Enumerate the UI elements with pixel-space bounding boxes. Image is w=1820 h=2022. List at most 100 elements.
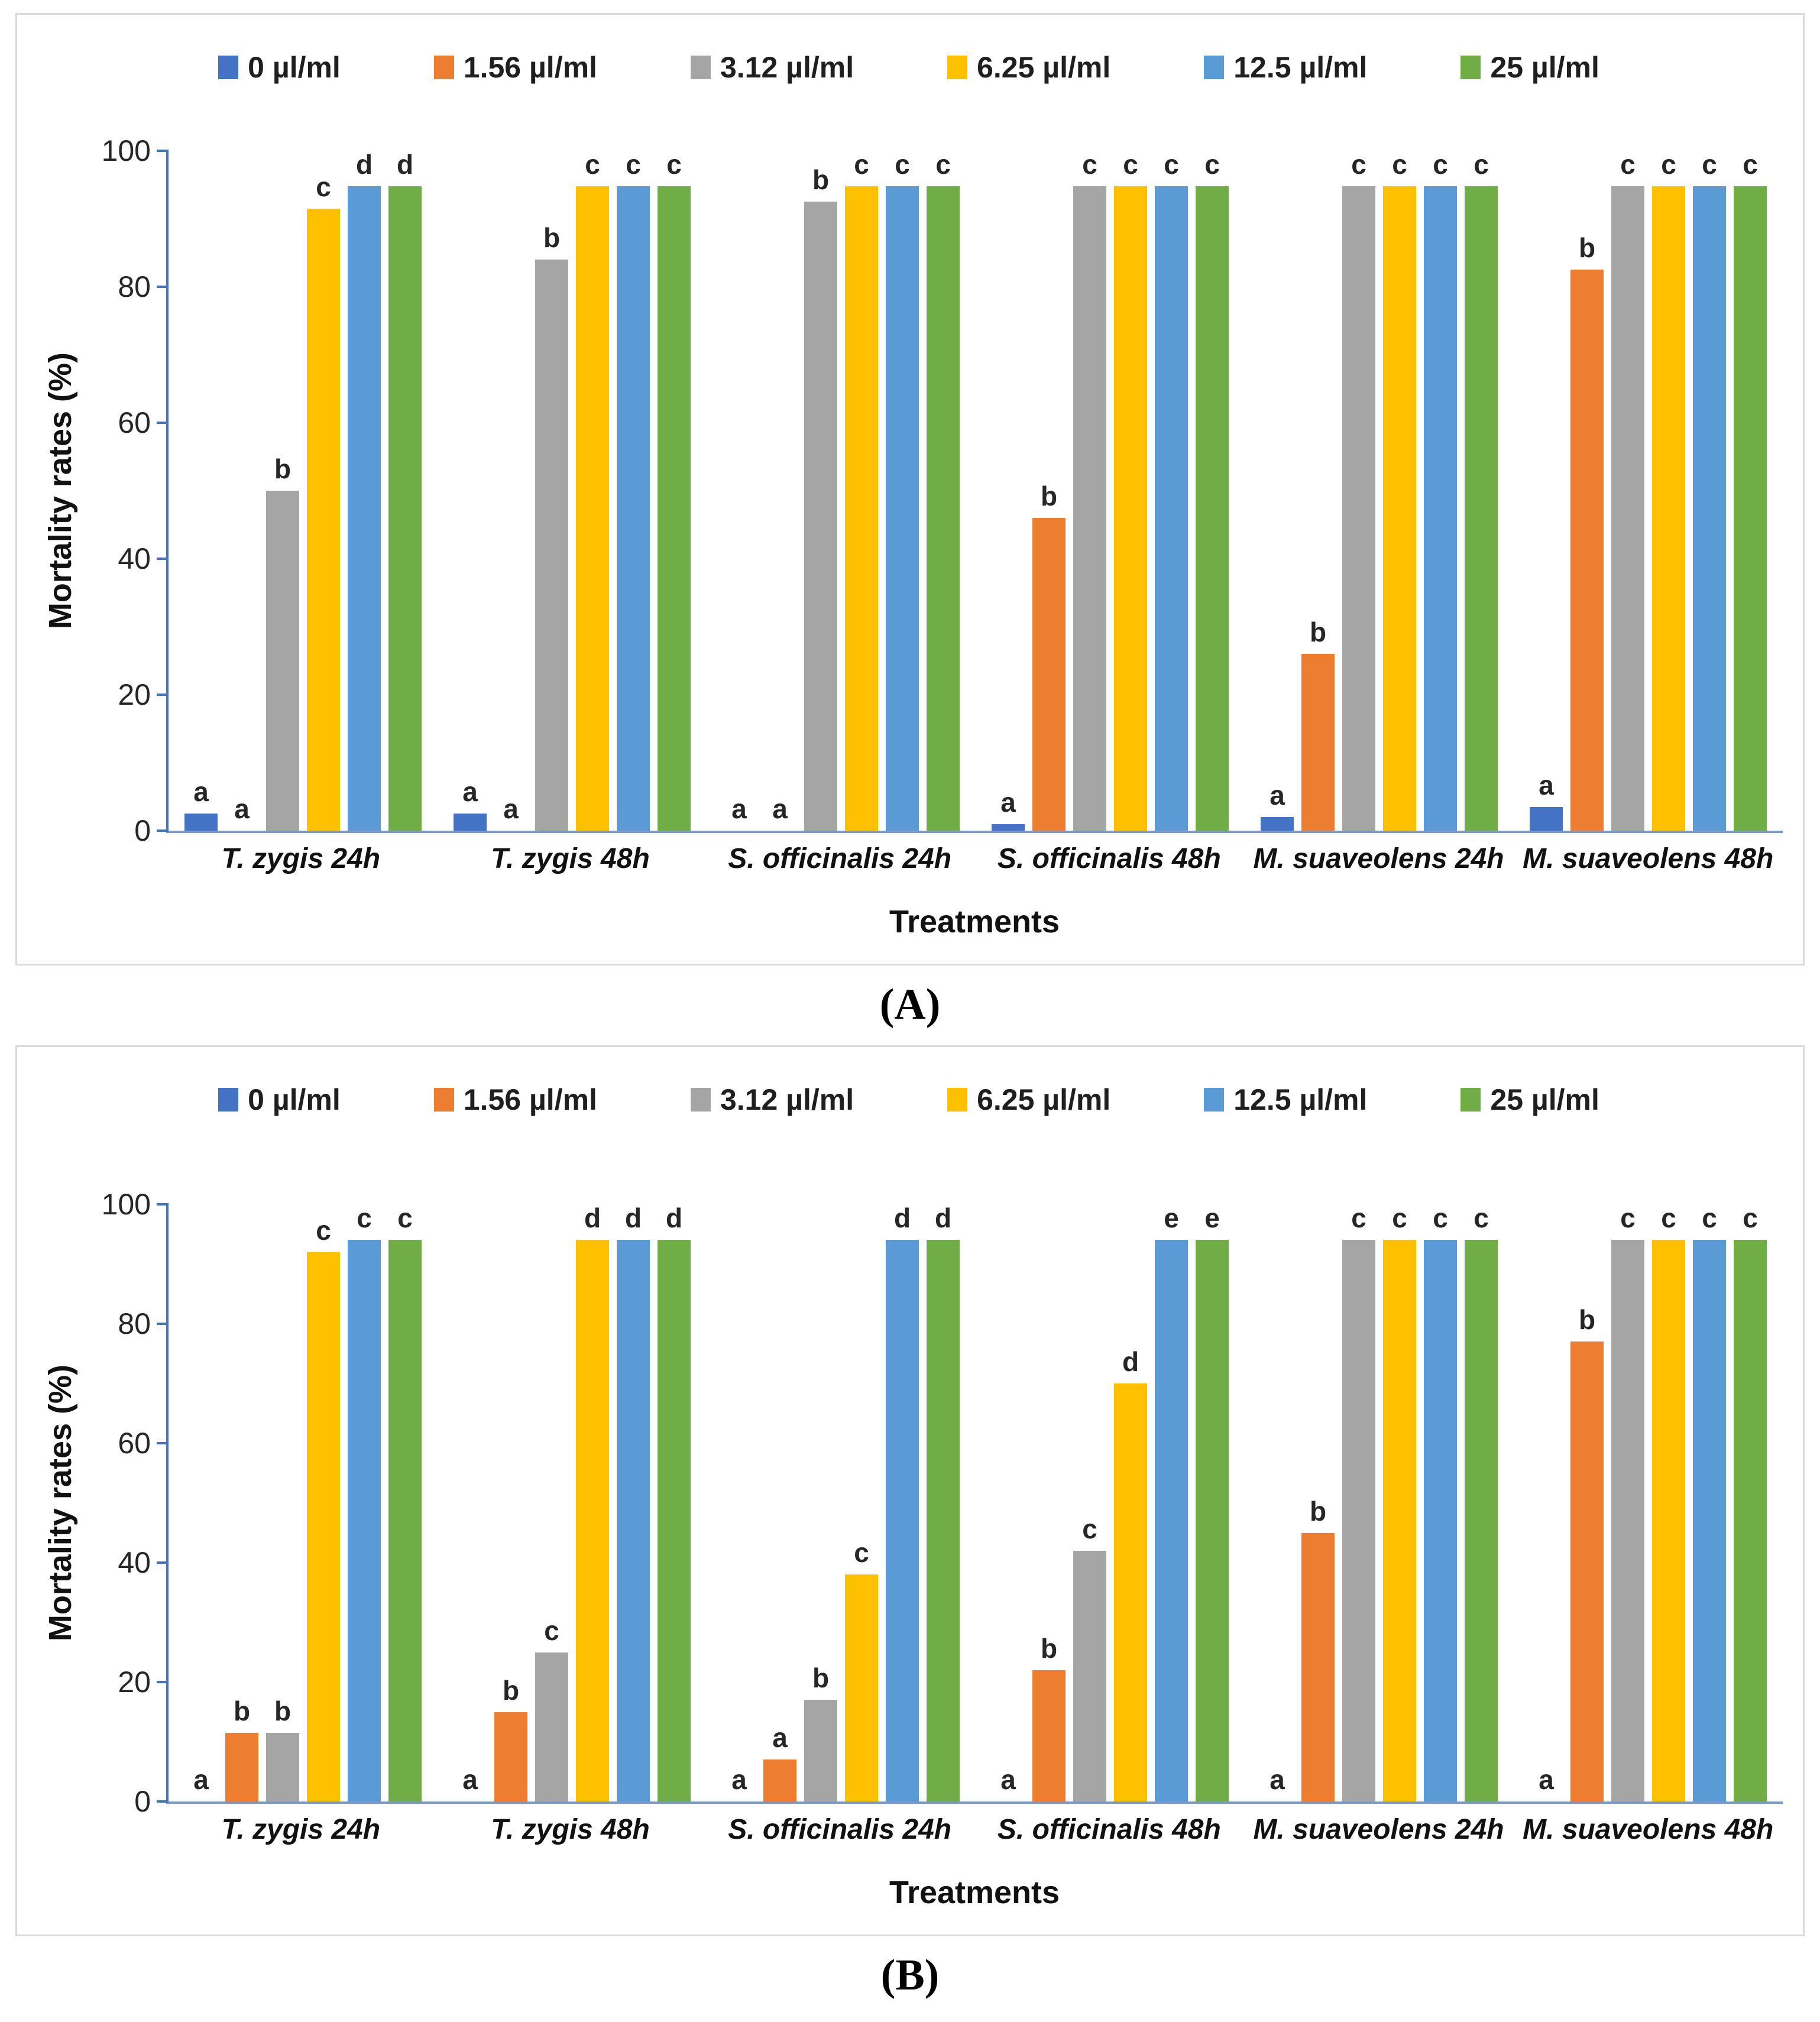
- significance-letter: c: [1433, 149, 1448, 180]
- legend-item: 0 µl/ml: [218, 1083, 341, 1117]
- bar: [658, 1240, 691, 1801]
- significance-letter: a: [731, 793, 747, 824]
- legend-item: 25 µl/ml: [1460, 1083, 1599, 1117]
- bar-slot: c: [1424, 1204, 1457, 1801]
- y-tick-mark: [157, 558, 169, 560]
- bar: [1465, 186, 1498, 831]
- legend-swatch-icon: [1204, 56, 1225, 79]
- bar-slot: c: [1465, 151, 1498, 831]
- panel-caption: (B): [880, 1951, 940, 2000]
- legend-label: 0 µl/ml: [248, 51, 341, 84]
- significance-letter: e: [1164, 1203, 1179, 1233]
- bar: [1114, 1383, 1147, 1801]
- bar-slot: d: [886, 1204, 919, 1801]
- chart-row: Mortality rates (%) 0 20 40 60 80 100 a b b c c c a b c…: [35, 1190, 1783, 1911]
- category-label: T. zygis 24h: [221, 1814, 381, 1845]
- significance-letter: b: [274, 1695, 292, 1726]
- y-axis: 0 20 40 60 80 100: [86, 136, 166, 845]
- bar: [1032, 518, 1066, 831]
- bar: [763, 1759, 796, 1801]
- significance-letter: a: [193, 776, 209, 808]
- significance-letter: a: [1270, 780, 1285, 811]
- category-label: M. suaveolens 48h: [1523, 843, 1774, 874]
- significance-letter: c: [1474, 1203, 1489, 1233]
- y-tick-label: 100: [101, 134, 151, 167]
- bar: [184, 814, 218, 831]
- panel-caption: (A): [879, 980, 941, 1029]
- bar: [927, 186, 960, 831]
- bar: [535, 260, 568, 831]
- bar: [1032, 1670, 1066, 1801]
- bar: [576, 186, 609, 831]
- bar: [804, 202, 837, 831]
- bar-slot: a: [763, 1204, 796, 1801]
- legend-swatch-icon: [947, 56, 968, 79]
- significance-letter: a: [1539, 769, 1554, 801]
- y-tick-label: 20: [118, 678, 151, 711]
- bar-slot: c: [617, 151, 650, 831]
- significance-letter: c: [1351, 1203, 1366, 1233]
- bar-slot: b: [1032, 1204, 1066, 1801]
- significance-letter: a: [731, 1764, 747, 1795]
- bar: [617, 1240, 650, 1801]
- bar-slot: a: [184, 1204, 218, 1801]
- y-axis-title-wrap: Mortality rates (%): [35, 1204, 86, 1801]
- bar-slot: b: [266, 151, 299, 831]
- category-label: T. zygis 24h: [221, 843, 381, 874]
- bar-slot: a: [454, 1204, 487, 1801]
- bar: [1570, 270, 1604, 831]
- bar: [1693, 1240, 1726, 1801]
- bar-slot: b: [1301, 151, 1335, 831]
- significance-letter: c: [397, 1203, 413, 1233]
- x-axis-title: Treatments: [889, 904, 1060, 939]
- bar: [845, 1574, 878, 1801]
- y-tick-label: 60: [118, 1427, 151, 1460]
- bar-slot: c: [1383, 1204, 1416, 1801]
- legend-label: 25 µl/ml: [1490, 51, 1599, 84]
- legend-item: 3.12 µl/ml: [690, 1083, 854, 1117]
- bar-slot: b: [266, 1204, 299, 1801]
- significance-letter: b: [1309, 617, 1327, 647]
- category-label: T. zygis 48h: [491, 843, 650, 874]
- bar: [1734, 1240, 1767, 1801]
- y-tick-label: 100: [101, 1188, 151, 1221]
- y-tick-mark: [157, 1800, 169, 1803]
- bar-slot: c: [1734, 151, 1767, 831]
- legend-label: 3.12 µl/ml: [720, 1083, 854, 1116]
- bar-slot: c: [658, 151, 691, 831]
- legend: 0 µl/ml 1.56 µl/ml 3.12 µl/ml 6.25 µl/ml 12.…: [35, 1083, 1783, 1117]
- significance-letter: c: [1204, 149, 1220, 180]
- bar: [266, 491, 299, 831]
- significance-letter: b: [1040, 1632, 1058, 1664]
- bar: [454, 814, 487, 831]
- bar-slot: c: [535, 1204, 568, 1801]
- significance-letter: a: [1000, 1764, 1016, 1795]
- legend-label: 12.5 µl/ml: [1233, 51, 1368, 84]
- significance-letter: d: [584, 1203, 601, 1233]
- bar-slot: c: [845, 151, 878, 831]
- significance-letter: c: [1702, 149, 1717, 180]
- legend-swatch-icon: [1460, 56, 1481, 79]
- legend-swatch-icon: [1204, 1088, 1225, 1112]
- legend-label: 12.5 µl/ml: [1233, 1083, 1368, 1116]
- legend-item: 1.56 µl/ml: [433, 1083, 597, 1117]
- significance-letter: d: [665, 1203, 683, 1233]
- significance-letter: a: [1270, 1764, 1285, 1795]
- legend-label: 3.12 µl/ml: [720, 51, 854, 84]
- significance-letter: a: [462, 1764, 478, 1795]
- significance-letter: c: [1661, 1203, 1676, 1233]
- bar: [1155, 186, 1188, 831]
- bar-slot: c: [845, 1204, 878, 1801]
- bar-slot: c: [1073, 151, 1106, 831]
- bar-slot: d: [927, 1204, 960, 1801]
- significance-letter: b: [812, 164, 830, 196]
- legend: 0 µl/ml 1.56 µl/ml 3.12 µl/ml 6.25 µl/ml 12.…: [35, 50, 1783, 85]
